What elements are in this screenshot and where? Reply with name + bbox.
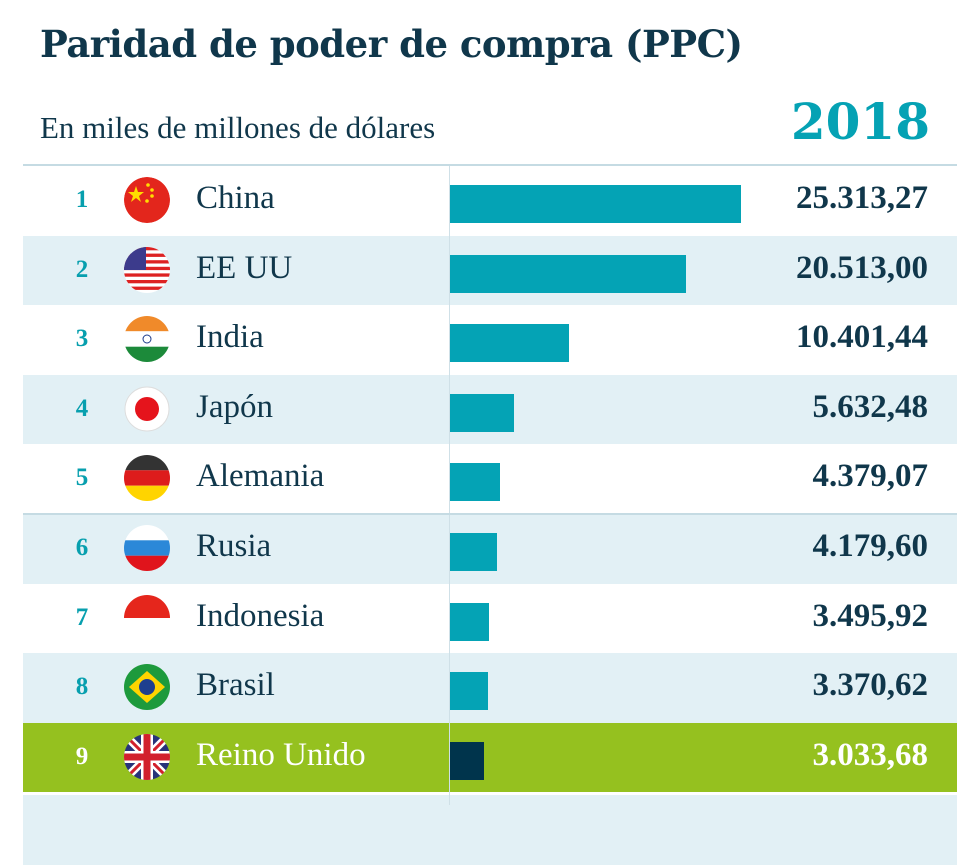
brazil-flag-icon <box>124 664 170 711</box>
rank-label: 9 <box>75 742 89 770</box>
value-label: 4.379,07 <box>812 458 929 495</box>
bar <box>449 393 514 432</box>
russia-flag-icon <box>124 524 170 571</box>
table-row: 3 India 10.401,44 <box>23 305 957 375</box>
indonesia-flag-icon <box>124 594 170 641</box>
value-label: 3.033,68 <box>812 736 929 773</box>
table-row: 4 Japón 5.632,48 <box>23 374 957 445</box>
usa-flag-icon <box>124 246 170 293</box>
rank-label: 8 <box>75 673 89 701</box>
uk-flag-icon <box>124 733 170 780</box>
rank-label: 3 <box>75 325 89 353</box>
country-label: Indonesia <box>196 597 325 634</box>
country-label: Reino Unido <box>196 736 366 773</box>
table-row: 6 Rusia 4.179,60 <box>23 513 957 584</box>
india-flag-icon <box>124 316 170 363</box>
divider <box>23 164 957 166</box>
germany-flag-icon <box>124 455 170 502</box>
japan-flag-icon <box>124 386 170 432</box>
bar <box>449 324 569 363</box>
bar <box>449 254 686 293</box>
value-label: 5.632,48 <box>812 388 929 425</box>
value-label: 25.313,27 <box>796 180 928 216</box>
bar <box>449 463 500 502</box>
country-label: Brasil <box>196 667 275 704</box>
china-flag-icon <box>124 177 170 223</box>
table-row: 7 Indonesia 3.495,92 <box>23 584 957 654</box>
country-label: Japón <box>196 388 273 425</box>
rank-label: 6 <box>75 533 89 561</box>
divider <box>23 513 957 515</box>
bar-axis-line <box>449 166 450 805</box>
table-row: 9 Reino Unido 3.033,68 <box>23 722 957 793</box>
table-row: 5 Alemania 4.379,07 <box>23 444 957 514</box>
table-row: 2 EE UU 20.513,00 <box>23 235 957 306</box>
chart-title: Paridad de poder de compra (PPC) <box>40 22 743 66</box>
chart-subtitle: En miles de millones de dólares <box>40 110 436 145</box>
table-row-partial <box>23 795 957 865</box>
rank-label: 4 <box>75 394 89 422</box>
rank-label: 2 <box>75 255 89 283</box>
bar <box>449 602 490 641</box>
bar <box>449 185 741 223</box>
country-label: Alemania <box>196 458 325 495</box>
bar <box>449 741 484 780</box>
value-label: 3.495,92 <box>812 597 929 634</box>
value-label: 10.401,44 <box>796 319 928 356</box>
country-label: India <box>196 319 264 356</box>
year-label: 2018 <box>790 92 930 151</box>
bar <box>449 672 488 711</box>
bar <box>449 532 498 571</box>
value-label: 20.513,00 <box>796 249 928 286</box>
ranking-table: 1 China 25.313,27 2 EE UU 20.513,00 3 India 10.4… <box>23 166 957 865</box>
rank-label: 5 <box>75 464 89 492</box>
value-label: 4.179,60 <box>812 527 929 564</box>
value-label: 3.370,62 <box>812 667 929 704</box>
country-label: Rusia <box>196 527 272 564</box>
table-row: 1 China 25.313,27 <box>23 166 957 236</box>
table-row: 8 Brasil 3.370,62 <box>23 653 957 723</box>
country-label: EE UU <box>196 249 293 286</box>
rank-label: 1 <box>75 186 89 213</box>
country-label: China <box>196 180 275 216</box>
rank-label: 7 <box>75 603 89 631</box>
